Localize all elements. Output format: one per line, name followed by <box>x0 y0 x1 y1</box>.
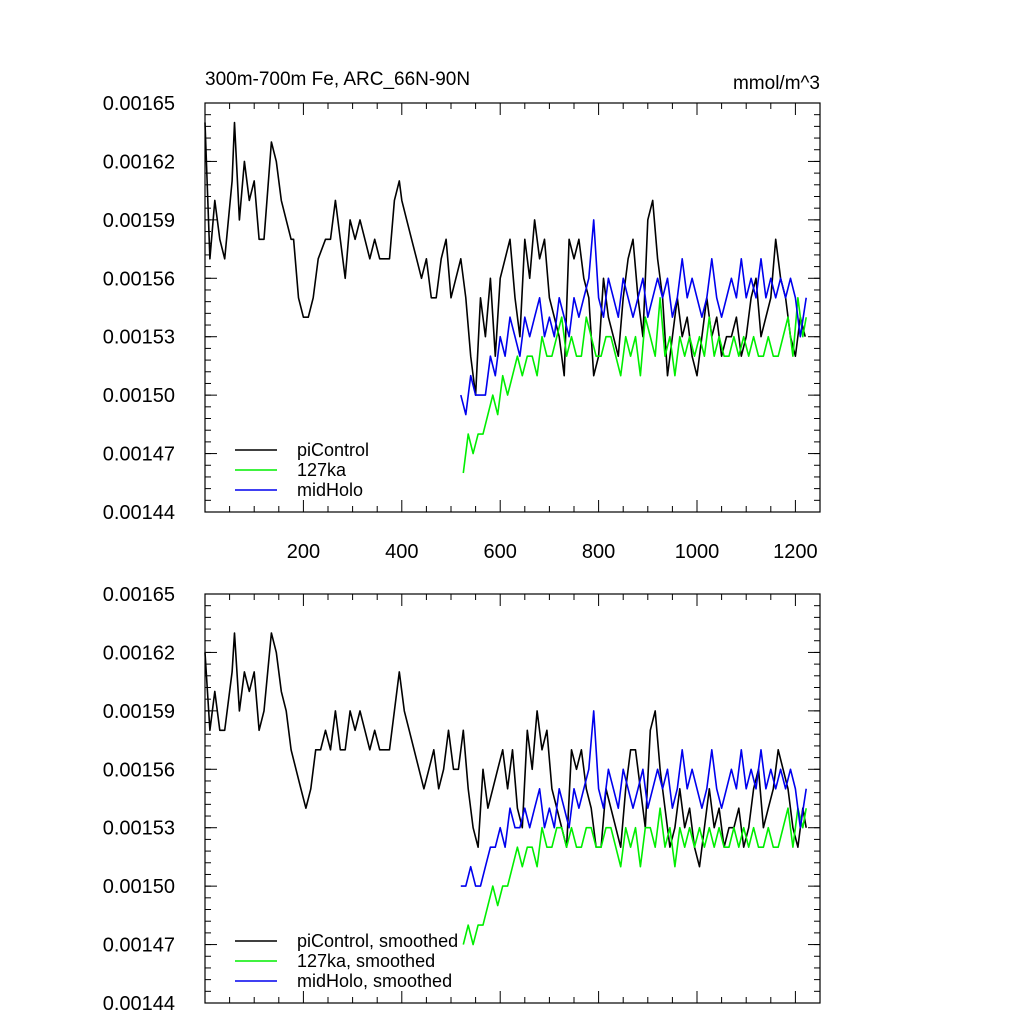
y-tick-label: 0.00153 <box>103 327 175 349</box>
x-tick-label: 600 <box>484 541 517 563</box>
x-tick-label: 800 <box>582 541 615 563</box>
legend-label: piControl <box>297 440 369 460</box>
plot-frame <box>204 102 821 513</box>
y-tick-label: 0.00156 <box>103 759 175 781</box>
series-line-127ka <box>462 296 807 474</box>
y-tick-label: 0.00162 <box>103 151 175 173</box>
y-tick-label: 0.00147 <box>103 935 175 957</box>
series-line-127ka-smoothed <box>462 807 807 946</box>
legend-label: piControl, smoothed <box>297 931 458 951</box>
y-tick-label: 0.00165 <box>103 584 175 606</box>
legend-label: midHolo, smoothed <box>297 971 452 991</box>
y-tick-label: 0.00165 <box>103 93 175 115</box>
panel-1: 0.00165 0.00162 0.00159 0.00156 0.00153 0.001… <box>103 69 821 563</box>
units-label: mmol/m^3 <box>733 73 820 94</box>
y-tick-label: 0.00144 <box>103 502 175 524</box>
y-tick-label: 0.00150 <box>103 385 175 407</box>
series-line-picontrol <box>204 121 806 396</box>
x-tick-label: 200 <box>287 541 320 563</box>
x-tick-label: 400 <box>385 541 418 563</box>
x-tick-label: 1000 <box>675 541 720 563</box>
legend-label: midHolo <box>297 480 363 500</box>
legend-label: 127ka, smoothed <box>297 951 435 971</box>
y-tick-label: 0.00153 <box>103 818 175 840</box>
chart-title: 300m-700m Fe, ARC_66N-90N <box>205 69 470 90</box>
y-tick-label: 0.00159 <box>103 701 175 723</box>
y-tick-label: 0.00159 <box>103 210 175 232</box>
y-tick-label: 0.00150 <box>103 876 175 898</box>
plot-frame <box>204 593 821 1004</box>
y-tick-label: 0.00144 <box>103 993 175 1015</box>
y-tick-label: 0.00156 <box>103 268 175 290</box>
panel-2: 0.00165 0.00162 0.00159 0.00156 0.00153 0.001… <box>103 584 821 1015</box>
y-tick-label: 0.00147 <box>103 444 175 466</box>
y-tick-label: 0.00162 <box>103 642 175 664</box>
x-tick-label: 1200 <box>773 541 818 563</box>
legend-label: 127ka <box>297 460 347 480</box>
series-line-midholo <box>460 219 807 416</box>
series-line-picontrol-smoothed <box>204 632 807 868</box>
series-line-midholo-smoothed <box>460 710 807 887</box>
